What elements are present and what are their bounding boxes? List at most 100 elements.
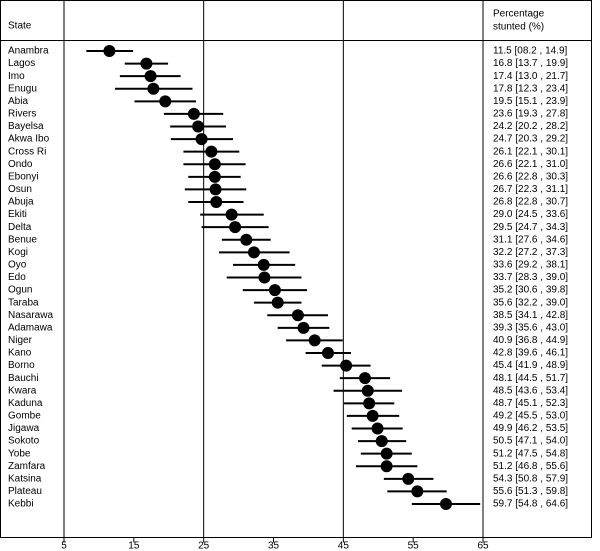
value-header: stunted (%) [493,22,544,33]
value-label: 40.9 [36.8 , 44.9] [493,335,568,346]
estimate-dot [308,334,321,347]
estimate-dot [358,372,371,385]
value-label: 26.6 [22.8 , 30.3] [493,171,568,182]
x-tick-label: 15 [128,541,140,551]
value-label: 26.8 [22.8 , 30.7] [493,197,568,208]
state-label: Kaduna [8,398,43,409]
value-label: 17.8 [12.3 , 23.4] [493,83,568,94]
state-label: Adamawa [8,322,53,333]
estimate-dot [147,82,160,95]
estimate-dot [271,296,284,309]
value-label: 45.4 [41.9 , 48.9] [493,360,568,371]
value-label: 42.8 [39.6 , 46.1] [493,348,568,359]
estimate-dot [159,95,172,108]
state-label: Oyo [8,260,27,271]
estimate-dot [195,133,208,146]
estimate-dot [257,258,270,271]
x-tick-label: 5 [61,541,67,551]
estimate-dot [371,422,384,435]
state-label: Kebbi [8,499,34,510]
state-label: Anambra [8,46,49,57]
estimate-dot [411,485,424,498]
value-label: 48.1 [44.5 , 51.7] [493,373,568,384]
x-tick-label: 65 [477,541,489,551]
value-label: 48.5 [43.6 , 53.4] [493,385,568,396]
estimate-dot [268,284,281,297]
state-label: Benue [8,234,37,245]
state-label: Kwara [8,385,37,396]
estimate-dot [187,107,200,120]
state-label: Ekiti [8,209,27,220]
value-label: 55.6 [51.3 , 59.8] [493,486,568,497]
estimate-dot [247,246,260,259]
estimate-dot [297,321,310,334]
x-tick-label: 25 [198,541,210,551]
state-label: Bauchi [8,373,39,384]
estimate-dot [363,397,376,410]
estimate-dot [340,359,353,372]
estimate-dot [366,409,379,422]
state-label: Osun [8,184,32,195]
state-label: Lagos [8,58,35,69]
value-label: 19.5 [15.1 , 23.9] [493,96,568,107]
estimate-dot [144,70,157,83]
value-label: 39.3 [35.6 , 43.0] [493,322,568,333]
frame [0,0,592,538]
value-label: 59.7 [54.8 , 64.6] [493,499,568,510]
x-tick-label: 55 [408,541,420,551]
estimate-dot [208,158,221,171]
state-label: Rivers [8,109,36,120]
state-label: Niger [8,335,33,346]
value-label: 16.8 [13.7 , 19.9] [493,58,568,69]
value-label: 29.5 [24.7 , 34.3] [493,222,568,233]
value-label: 48.7 [45.1 , 52.3] [493,398,568,409]
state-label: Bayelsa [8,121,44,132]
state-label: Katsina [8,473,42,484]
estimate-dot [225,208,238,221]
state-label: Kogi [8,247,28,258]
value-label: 26.1 [22.1 , 30.1] [493,146,568,157]
estimate-dot [380,460,393,473]
estimate-dot [205,145,218,158]
estimate-dot [192,120,205,133]
state-label: Borno [8,360,35,371]
value-label: 26.6 [22.1 , 31.0] [493,159,568,170]
value-label: 33.7 [28.3 , 39.0] [493,272,568,283]
value-label: 35.2 [30.6 , 39.8] [493,285,568,296]
value-label: 54.3 [50.8 , 57.9] [493,473,568,484]
state-label: Akwa Ibo [8,134,50,145]
value-label: 51.2 [46.8 , 55.6] [493,461,568,472]
value-label: 24.2 [20.2 , 28.2] [493,121,568,132]
x-tick-label: 45 [338,541,350,551]
state-label: Abuja [8,197,34,208]
value-label: 51.2 [47.5 , 54.8] [493,448,568,459]
estimate-dot [380,447,393,460]
estimate-dot [210,196,223,208]
estimate-dot [402,472,415,485]
state-label: Zamfara [8,461,46,472]
state-label: Jigawa [8,423,40,434]
value-label: 49.2 [45.5 , 53.0] [493,411,568,422]
state-label: Ondo [8,159,33,170]
estimate-dot [361,384,374,397]
state-label: Enugu [8,83,37,94]
state-label: Yobe [8,448,31,459]
state-label: Plateau [8,486,42,497]
state-label: Taraba [8,297,39,308]
value-label: 26.7 [22.3 , 31.1] [493,184,568,195]
state-label: Imo [8,71,25,82]
state-label: Nasarawa [8,310,53,321]
state-label: Ogun [8,285,32,296]
estimate-dot [140,57,153,70]
estimate-dot [103,45,116,57]
estimate-dot [229,221,242,234]
estimate-dot [375,435,388,448]
estimate-dot [258,271,271,284]
state-label: Delta [8,222,32,233]
state-label: Gombe [8,411,41,422]
state-label: Cross Ri [8,146,46,157]
estimate-dot [208,170,221,183]
x-tick-label: 35 [268,541,280,551]
value-label: 50.5 [47.1 , 54.0] [493,436,568,447]
